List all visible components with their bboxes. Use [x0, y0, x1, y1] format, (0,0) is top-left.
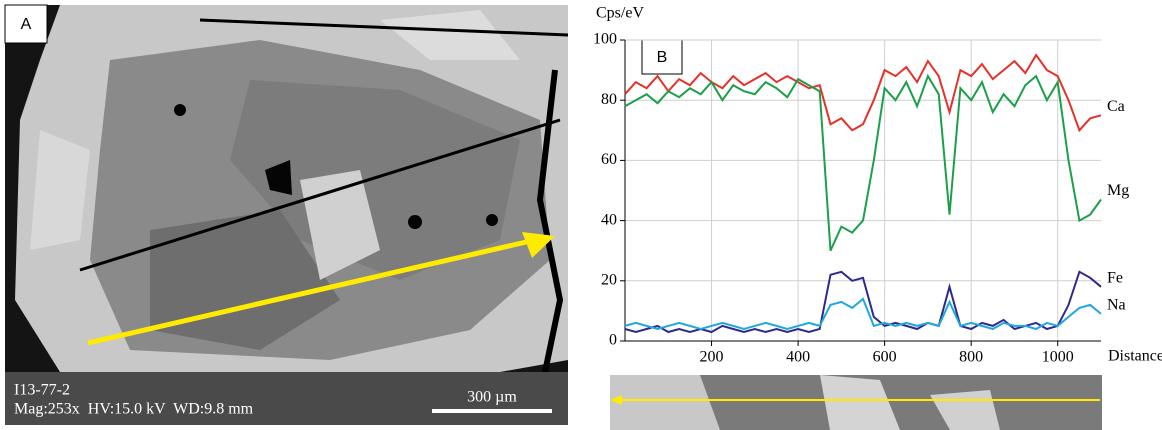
- x-tick-label: 200: [700, 349, 724, 366]
- series-label: Ca: [1107, 98, 1125, 115]
- y-tick-label: 80: [601, 91, 617, 108]
- series-label: Mg: [1107, 182, 1129, 199]
- sem-image-a: A I13-77-2 Mag:253x HV:15.0 kV WD:9.8 mm…: [4, 4, 569, 425]
- data-line: [624, 297, 1102, 331]
- scale-bar-label: 300 µm: [467, 389, 517, 406]
- series-label: Fe: [1107, 269, 1123, 286]
- x-axis-label: Distance µm: [1108, 348, 1162, 365]
- y-axis-label: Cps/eV: [596, 5, 644, 22]
- sem-strip: [610, 375, 1102, 430]
- data-line: [624, 270, 1102, 334]
- y-tick-label: 60: [601, 151, 617, 168]
- y-tick-label: 100: [593, 31, 617, 48]
- x-tick-label: 600: [873, 349, 897, 366]
- sample-id: I13-77-2: [14, 382, 70, 399]
- y-tick-label: 20: [601, 271, 617, 288]
- y-tick-label: 0: [609, 332, 617, 349]
- data-line: [624, 53, 1102, 133]
- x-tick-label: 800: [959, 349, 983, 366]
- plot: 0 20 40 60 80 100 200 400 600 800 1000 Ca Mg Fe Na: [593, 31, 1129, 366]
- panel-label: A: [21, 16, 32, 33]
- panel-label: B: [657, 49, 668, 66]
- y-tick-label: 40: [601, 211, 617, 228]
- image-info: Mag:253x HV:15.0 kV WD:9.8 mm: [14, 401, 254, 418]
- data-line: [624, 73, 1102, 252]
- series-label: Na: [1107, 297, 1126, 314]
- x-tick-label: 1000: [1042, 349, 1074, 366]
- x-tick-label: 400: [786, 349, 810, 366]
